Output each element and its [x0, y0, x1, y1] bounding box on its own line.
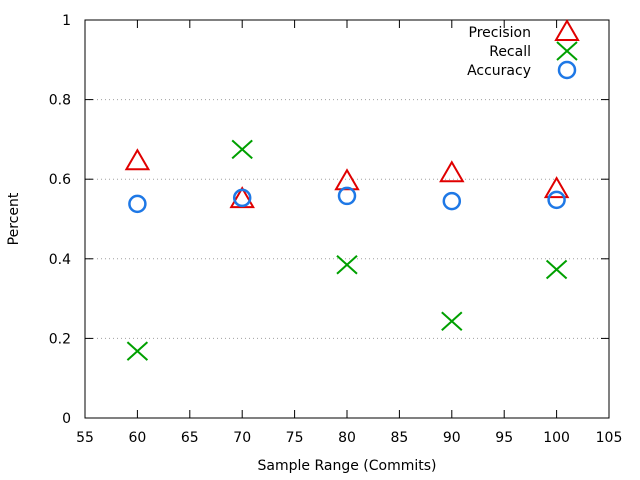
x-tick-label: 55 [76, 430, 94, 446]
legend-marker-accuracy [557, 60, 577, 80]
x-tick-label: 80 [338, 430, 356, 446]
accuracy-point [547, 190, 566, 210]
y-tick-label: 0.4 [49, 252, 71, 268]
legend-label-accuracy: Accuracy [467, 63, 531, 79]
x-axis-label: Sample Range (Commits) [258, 458, 437, 474]
y-tick-label: 0.6 [49, 172, 71, 188]
y-axis-label: Percent [6, 192, 22, 245]
legend-label-precision: Precision [469, 25, 531, 41]
x-marker-stroke [126, 341, 149, 361]
recall-point [126, 341, 149, 361]
recall-point [231, 139, 253, 160]
x-marker-stroke [441, 311, 463, 332]
x-tick-label: 90 [443, 430, 461, 446]
x-tick-label: 100 [543, 430, 570, 446]
axis-ticks: 0 0.2 0.4 0.6 0.8 1 55 60 65 70 75 80 85 90 95 100 105 [49, 13, 623, 446]
precision-point [543, 176, 570, 199]
y-tick-label: 0.8 [49, 93, 71, 109]
plot-frame [84, 19, 610, 419]
precision-point [334, 168, 360, 191]
x-tick-label: 60 [128, 430, 146, 446]
recall-point [441, 311, 463, 332]
x-marker-stroke [545, 259, 568, 280]
accuracy-point [442, 191, 462, 211]
x-tick-label: 95 [495, 430, 513, 446]
recall-point [545, 259, 568, 280]
x-tick-label: 85 [390, 430, 408, 446]
recall-point [336, 255, 358, 275]
grid-lines [85, 99, 609, 339]
precision-point [124, 148, 151, 171]
y-tick-label: 0 [62, 411, 71, 427]
legend-label-recall: Recall [489, 44, 531, 60]
y-tick-label: 0.2 [49, 331, 71, 347]
y-tick-label: 1 [62, 13, 71, 29]
x-marker-stroke [336, 255, 358, 275]
precision-point [439, 160, 465, 183]
x-marker-stroke [556, 41, 578, 61]
x-tick-label: 75 [286, 430, 304, 446]
accuracy-point [128, 194, 147, 214]
x-tick-label: 105 [596, 430, 623, 446]
accuracy-point [337, 186, 357, 206]
x-marker-stroke [231, 139, 253, 160]
x-tick-label: 65 [181, 430, 199, 446]
legend-marker-recall [556, 41, 578, 61]
x-tick-label: 70 [233, 430, 251, 446]
accuracy-point [232, 188, 252, 208]
data-points [124, 139, 570, 361]
legend: Precision Recall Accuracy [467, 19, 580, 80]
legend-marker-precision [554, 19, 580, 41]
